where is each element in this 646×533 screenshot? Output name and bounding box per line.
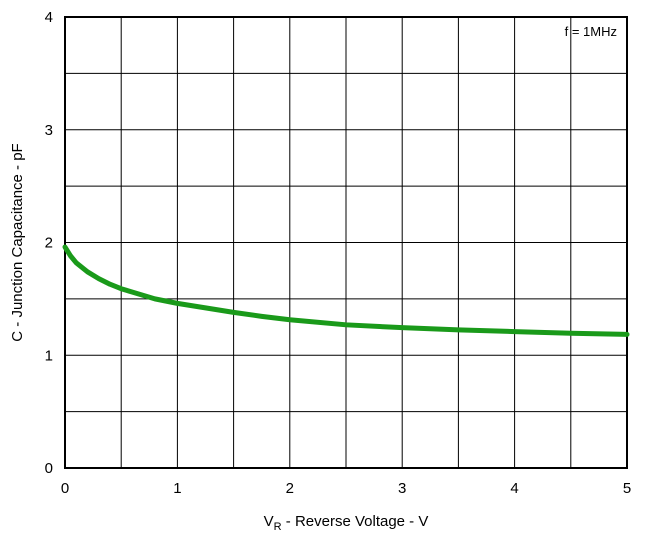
x-tick-label: 5 — [623, 480, 631, 497]
series-line-capacitance — [62, 244, 630, 337]
x-tick-labels: 0 1 2 3 4 5 — [61, 480, 631, 497]
y-tick-labels: 0 1 2 3 4 — [45, 9, 53, 477]
y-tick-label: 3 — [45, 122, 53, 139]
x-axis-label-rest: - Reverse Voltage - V — [282, 513, 429, 530]
y-tick-label: 0 — [45, 460, 53, 477]
frequency-annotation: f = 1MHz — [565, 24, 617, 39]
grid-lines — [65, 17, 627, 468]
x-axis-label-main: V — [264, 513, 274, 530]
x-axis-label-subscript: R — [274, 521, 282, 533]
y-tick-label: 4 — [45, 9, 53, 26]
x-tick-label: 0 — [61, 480, 69, 497]
y-tick-label: 1 — [45, 347, 53, 364]
x-axis-label: VR - Reverse Voltage - V — [264, 513, 429, 533]
x-tick-label: 4 — [510, 480, 518, 497]
y-tick-label: 2 — [45, 235, 53, 252]
plot-frame — [64, 16, 628, 469]
x-tick-label: 2 — [286, 480, 294, 497]
y-axis-label: C - Junction Capacitance - pF — [9, 143, 26, 341]
x-tick-label: 3 — [398, 480, 406, 497]
x-tick-label: 1 — [173, 480, 181, 497]
